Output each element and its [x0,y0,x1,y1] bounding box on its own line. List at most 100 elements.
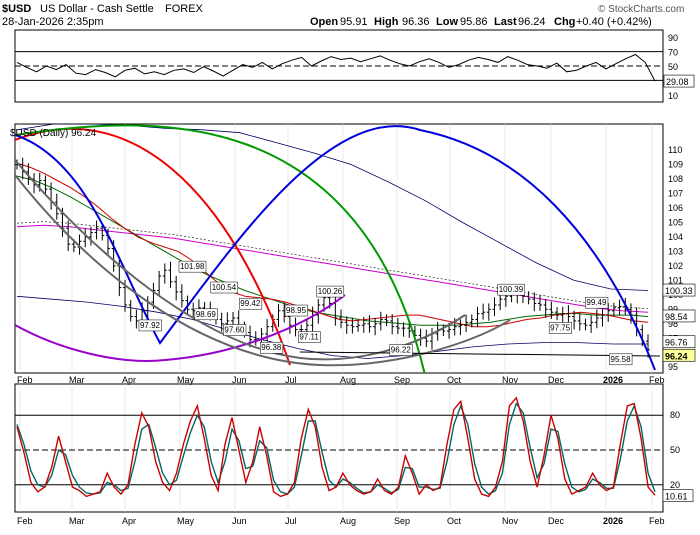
stoch-x-label: Nov [502,516,519,526]
last-value: 96.24 [518,16,546,28]
rsi-tick-label: 10 [668,91,678,101]
price-level-label: 98.54 [665,312,688,322]
price-tick-label: 110 [668,145,682,155]
high-label: High [374,16,399,28]
price-annotation-box [389,344,413,356]
price-annotation-label: 97.92 [140,321,161,330]
last-label: Last [494,16,517,28]
price-x-label: Oct [447,375,462,385]
price-x-label: Nov [502,375,519,385]
stoch-last-value: 10.61 [665,492,688,502]
rsi-chart: 907050301029.08 [15,33,695,101]
price-annotation-box [609,353,633,366]
rsi-last-value: 29.08 [666,77,689,87]
price-x-label: Jun [232,375,247,385]
price-level-box [662,348,696,362]
price-annotation-box [585,296,609,309]
price-tick-label: 102 [668,261,683,271]
price-level-box [662,335,696,349]
rsi-line [16,53,656,82]
stoch-x-label: Apr [122,516,136,526]
stoch-x-label: Jun [232,516,247,526]
stoch-tick-label: 20 [670,480,680,490]
stoch-x-label: Aug [340,516,356,526]
price-tick-label: 109 [668,160,683,170]
stoch-x-label: Jul [285,516,297,526]
price-chart-title: $USD (Daily) 96.24 [10,128,97,139]
price-annotation-box [284,304,308,317]
envelope-lower [16,295,648,359]
high-value: 96.36 [402,16,430,28]
price-level-box [662,309,696,323]
price-chart: 97.92 101.98 100.54 98.69 99.42 97.60 96.38 98.… [15,124,696,385]
price-x-label: Aug [340,375,356,385]
price-tick-label: 108 [668,174,683,184]
price-annotation-box [239,297,263,310]
open-label: Open [310,16,338,28]
cycle-arc-purple [15,294,346,362]
price-tick-label: 101 [668,275,683,285]
symbol-label: $USD [2,3,31,15]
price-tick-label: 107 [668,188,683,198]
stoch-last-box [662,489,694,502]
price-annotation-box [210,281,238,294]
price-annotation-label: 100.54 [212,283,237,292]
price-x-label: Apr [122,375,136,385]
price-annotation-box [497,283,526,296]
price-level-label: 100.33 [665,286,693,296]
price-annotation-label: 96.22 [391,346,412,355]
price-x-label: 2026 [603,375,623,385]
rsi-tick-label: 90 [668,33,678,43]
price-annotation-box [260,341,284,354]
price-x-label: Feb [17,375,33,385]
price-annotation-box [316,285,345,298]
price-level-box [662,283,696,297]
open-value: 95.91 [340,16,368,28]
price-annotation-label: 97.60 [224,326,245,335]
price-annotation-label: 101.98 [180,262,205,271]
price-annotation-label: 95.58 [611,355,632,364]
price-x-label: May [177,375,195,385]
stoch-x-label: May [177,516,195,526]
price-annotation-label: 97.75 [550,323,571,332]
cycle-arc-gray-2 [15,174,511,367]
price-annotation-label: 100.26 [318,287,343,296]
price-annotation-label: 98.95 [286,306,307,315]
stoch-x-label: Feb [17,516,33,526]
price-tick-label: 105 [668,217,683,227]
price-tick-label: 99 [668,304,678,314]
exchange-label: FOREX [165,3,204,15]
price-tick-label: 106 [668,203,683,213]
price-annotation-label: 99.49 [586,298,607,307]
chg-value: +0.40 (+0.42%) [576,16,652,28]
price-tick-label: 103 [668,246,683,256]
price-annotation-label: 96.38 [261,343,282,352]
rsi-tick-label: 70 [668,48,678,58]
price-tick-label: 98 [668,319,678,329]
rsi-tick-label: 50 [668,62,678,72]
cycle-arc-blue [15,125,656,371]
rsi-last-box [663,74,695,88]
price-level-label: 96.76 [665,338,688,348]
stoch-chart: 80 50 20 10.61 Feb Mar Apr May Jun Jul Aug Sep Oct No… [15,384,694,526]
stoch-x-label: Oct [447,516,462,526]
price-annotation-label: 97.11 [299,333,319,342]
price-x-label: Dec [548,375,565,385]
price-annotation-box [194,308,218,321]
low-label: Low [436,16,458,28]
brand-label: © StockCharts.com [598,4,684,15]
stoch-tick-label: 50 [670,445,680,455]
instrument-name: US Dollar - Cash Settle [40,3,154,15]
price-tick-label: 95 [668,362,678,372]
price-annotation-box [223,324,247,336]
stoch-x-label: Feb [649,516,665,526]
price-annotation-box [138,319,162,332]
price-annotation-box [178,260,207,273]
low-value: 95.86 [460,16,488,28]
support-line [299,351,661,357]
ma-long-line [16,224,649,313]
price-annotation-label: 98.69 [196,310,217,319]
stoch-tick-label: 80 [670,410,680,420]
